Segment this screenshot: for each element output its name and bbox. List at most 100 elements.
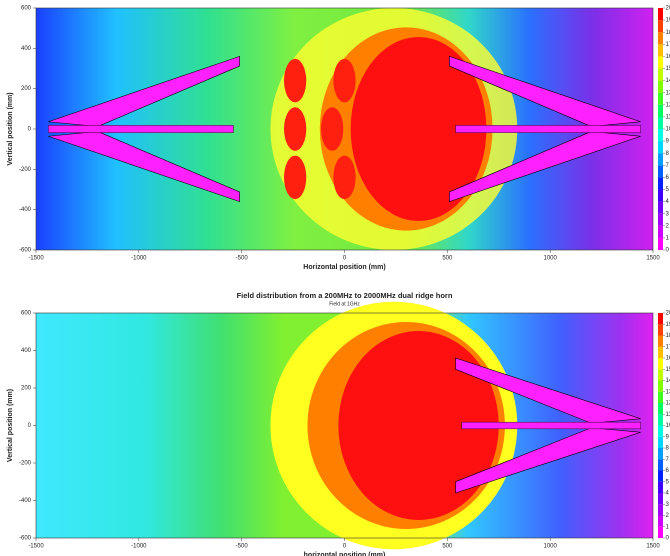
field-zone: [284, 58, 307, 103]
colorbar-segment: [658, 20, 663, 33]
colorbar-segment: [658, 403, 663, 415]
horn: [48, 55, 240, 127]
colorbar-segment: [658, 313, 663, 325]
y-tick-label: -400: [19, 498, 32, 504]
y-tick-label: -200: [19, 461, 32, 467]
colorbar-segment: [658, 80, 663, 93]
colorbar-label: 17: [666, 42, 670, 48]
horn: [48, 131, 240, 203]
colorbar-segment: [658, 68, 663, 81]
colorbar-label: 1: [666, 235, 670, 241]
y-tick-label: 600: [21, 311, 32, 317]
colorbar-label: 18: [666, 333, 670, 339]
field-zone: [284, 107, 307, 151]
colorbar-label: 16: [666, 54, 670, 60]
colorbar-segment: [658, 324, 663, 336]
horn: [48, 125, 234, 133]
y-tick-label: -600: [19, 248, 32, 254]
y-axis-label: Vertical position (mm): [7, 92, 14, 165]
colorbar-label: 11: [666, 114, 670, 120]
x-tick-label: 500: [442, 544, 453, 550]
colorbar-label: 10: [666, 127, 670, 133]
colorbar-segment: [658, 414, 663, 426]
colorbar-segment: [658, 346, 663, 358]
colorbar-segment: [658, 237, 663, 250]
colorbar-label: 16: [666, 356, 670, 362]
colorbar-label: 7: [666, 457, 670, 463]
y-axis-label: Vertical position (mm): [7, 389, 14, 462]
colorbar-label: 4: [666, 199, 670, 205]
colorbar-label: 17: [666, 344, 670, 350]
field-zone: [284, 155, 307, 200]
colorbar-label: 3: [666, 502, 670, 508]
x-tick-label: -1500: [28, 544, 44, 550]
x-tick-label: -500: [236, 544, 249, 550]
colorbar-segment: [658, 380, 663, 392]
colorbar-label: 12: [666, 401, 670, 407]
x-tick-label: -500: [236, 256, 249, 262]
colorbar-segment: [658, 8, 663, 21]
colorbar-segment: [658, 391, 663, 403]
chart-title: Field distribution from a 200MHz to 2000…: [237, 291, 453, 300]
colorbar-segment: [658, 335, 663, 347]
colorbar-segment: [658, 225, 663, 238]
colorbar-label: 8: [666, 446, 670, 452]
chart-subtitle: Field at 1GHz: [329, 301, 360, 307]
x-tick-label: -1000: [131, 544, 147, 550]
colorbar-label: 8: [666, 151, 670, 157]
colorbar-label: 0: [666, 248, 670, 254]
colorbar-label: 4: [666, 491, 670, 497]
colorbar-segment: [658, 189, 663, 202]
colorbar-segment: [658, 56, 663, 69]
x-axis-label: horizontal position (mm): [304, 552, 386, 556]
field-zone: [338, 331, 499, 520]
x-tick-label: 1500: [646, 544, 660, 550]
x-axis-label: Horizontal position (mm): [303, 264, 385, 271]
y-tick-label: -200: [19, 167, 32, 173]
colorbar-label: 20: [666, 6, 670, 12]
colorbar-segment: [658, 153, 663, 166]
colorbar-label: 9: [666, 139, 670, 145]
colorbar-label: 5: [666, 187, 670, 193]
colorbar-label: 20: [666, 311, 670, 317]
colorbar-label: 15: [666, 66, 670, 72]
y-tick-label: 200: [21, 86, 32, 92]
colorbar-label: 13: [666, 389, 670, 395]
colorbar-segment: [658, 504, 663, 516]
colorbar-label: 15: [666, 367, 670, 373]
y-tick-label: 600: [21, 6, 32, 12]
colorbar-label: 11: [666, 412, 670, 418]
x-tick-label: -1500: [28, 256, 44, 262]
colorbar-segment: [658, 177, 663, 190]
colorbar-label: 12: [666, 102, 670, 108]
colorbar-label: 2: [666, 223, 670, 229]
colorbar-segment: [658, 526, 663, 538]
horn: [461, 421, 641, 430]
y-tick-label: -400: [19, 207, 32, 213]
y-tick-label: 400: [21, 348, 32, 354]
horn: [455, 125, 641, 133]
colorbar-label: 7: [666, 163, 670, 169]
x-tick-label: -1000: [131, 256, 147, 262]
colorbar-label: 5: [666, 479, 670, 485]
colorbar-segment: [658, 448, 663, 460]
colorbar-segment: [658, 141, 663, 154]
colorbar-segment: [658, 92, 663, 105]
x-tick-label: 0: [343, 544, 347, 550]
colorbar-segment: [658, 104, 663, 117]
colorbar-label: 3: [666, 211, 670, 217]
field-zone: [333, 58, 356, 103]
y-tick-label: 200: [21, 386, 32, 392]
colorbar-segment: [658, 213, 663, 226]
chart: -1500 -1000 -500 0 500 1000 1500 -600 -400 -200 0 2…: [7, 6, 670, 271]
colorbar-label: 14: [666, 378, 670, 384]
colorbar-segment: [658, 481, 663, 493]
x-tick-label: 1000: [543, 256, 557, 262]
colorbar-segment: [658, 44, 663, 57]
x-tick-label: 1000: [543, 544, 557, 550]
colorbar-segment: [658, 165, 663, 178]
colorbar-label: 19: [666, 18, 670, 24]
colorbar-segment: [658, 32, 663, 45]
colorbar-label: 2: [666, 513, 670, 519]
